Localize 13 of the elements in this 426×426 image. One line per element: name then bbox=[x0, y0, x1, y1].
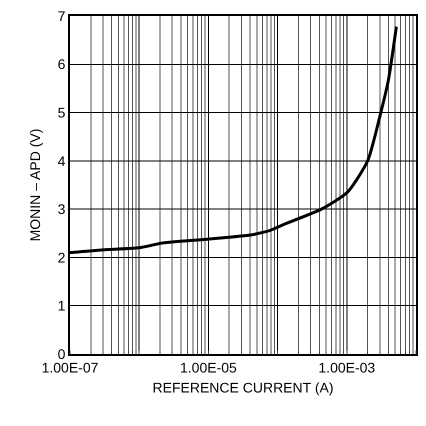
x-tick-label: 1.00E-03 bbox=[318, 360, 376, 376]
y-tick-label: 0 bbox=[58, 346, 66, 362]
x-tick-label: 1.00E-07 bbox=[42, 360, 99, 376]
y-tick-label: 5 bbox=[58, 104, 66, 120]
y-axis-title: MONIN – APD (V) bbox=[26, 128, 43, 242]
y-tick-label: 7 bbox=[58, 8, 66, 24]
x-axis-title: REFERENCE CURRENT (A) bbox=[152, 379, 334, 396]
y-tick-label: 6 bbox=[58, 56, 66, 72]
y-tick-label: 1 bbox=[58, 298, 66, 314]
y-tick-label: 4 bbox=[58, 152, 66, 169]
x-tick-label: 1.00E-05 bbox=[180, 360, 238, 376]
y-tick-label: 2 bbox=[58, 249, 66, 266]
y-tick-label: 3 bbox=[58, 201, 66, 218]
